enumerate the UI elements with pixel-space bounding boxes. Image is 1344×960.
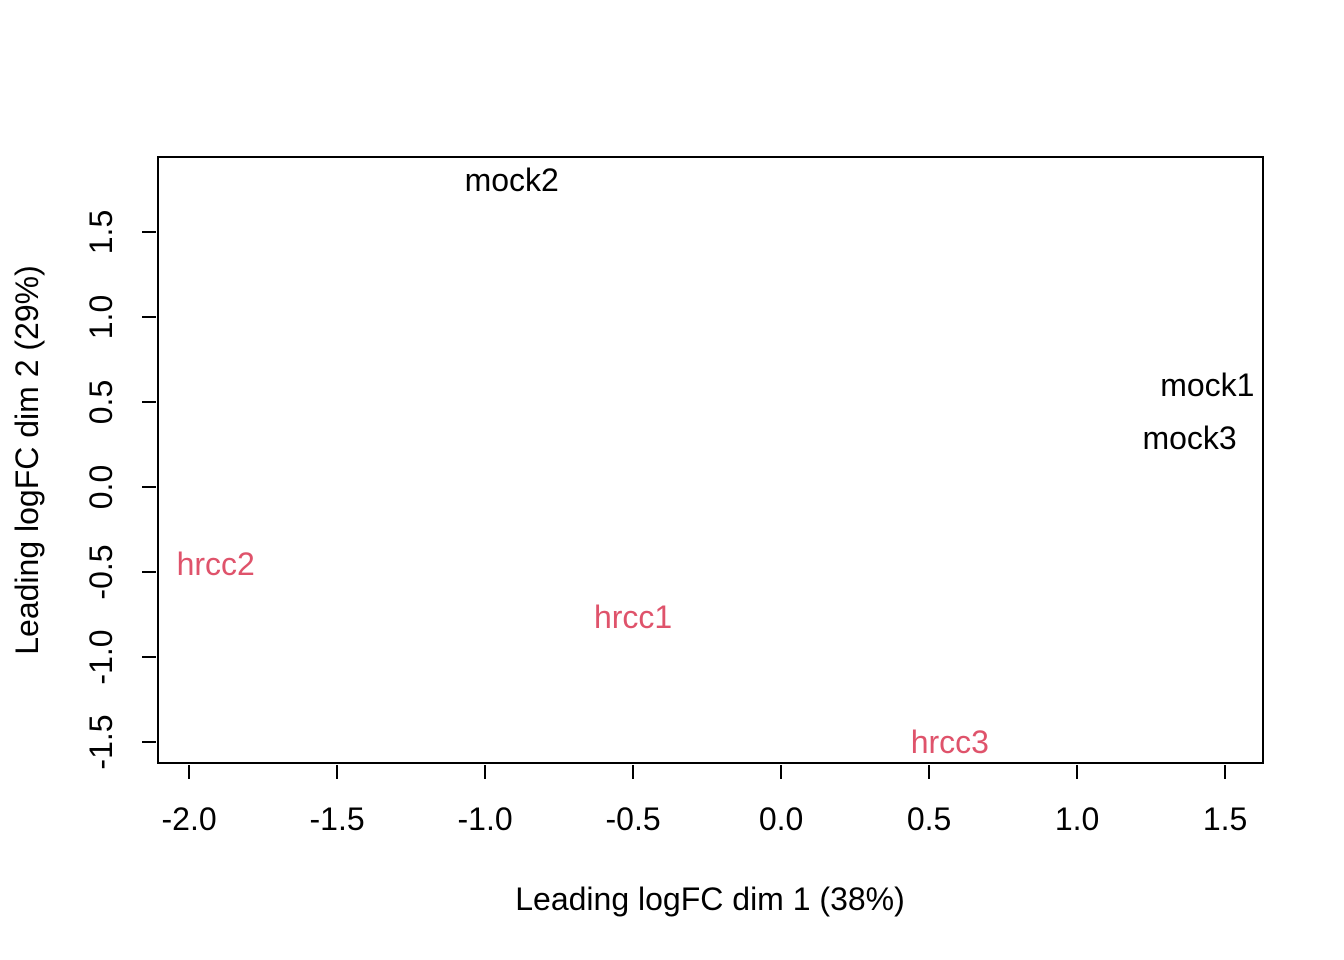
y-axis-tick-label: -1.0: [83, 629, 119, 685]
x-axis-tick-label: 0.0: [758, 801, 804, 837]
x-axis-tick-label: -2.0: [161, 801, 217, 837]
x-axis-tick: [780, 765, 783, 779]
sample-label-mock1: mock1: [1160, 367, 1255, 404]
y-axis-title: Leading logFC dim 2 (29%): [9, 265, 45, 655]
x-axis-tick-label: 0.5: [906, 801, 952, 837]
y-axis-tick: [142, 316, 156, 319]
plot-area-frame: [157, 156, 1264, 764]
sample-label-mock2: mock2: [464, 161, 559, 198]
sample-label-hrcc3: hrcc3: [910, 724, 989, 761]
y-axis-tick: [142, 401, 156, 404]
x-axis-tick-label: 1.0: [1054, 801, 1100, 837]
x-axis-tick-label: 1.5: [1202, 801, 1248, 837]
y-axis-tick: [142, 571, 156, 574]
x-axis-title: Leading logFC dim 1 (38%): [515, 881, 905, 917]
y-axis-tick: [142, 231, 156, 234]
y-axis-tick: [142, 741, 156, 744]
y-axis-tick-label: 0.0: [83, 465, 119, 510]
y-axis-tick: [142, 656, 156, 659]
x-axis-tick: [1224, 765, 1227, 779]
y-axis-tick-label: -0.5: [83, 544, 119, 600]
sample-label-mock3: mock3: [1142, 420, 1237, 457]
x-axis-tick-label: -1.5: [309, 801, 365, 837]
y-axis-tick-label: 0.5: [83, 380, 119, 425]
x-axis-tick: [1076, 765, 1079, 779]
sample-label-hrcc2: hrcc2: [176, 545, 255, 582]
y-axis-tick-label: 1.0: [83, 295, 119, 340]
x-axis-tick: [336, 765, 339, 779]
x-axis-tick: [188, 765, 191, 779]
x-axis-tick: [484, 765, 487, 779]
y-axis-tick: [142, 486, 156, 489]
x-axis-tick: [632, 765, 635, 779]
y-axis-tick-label: -1.5: [83, 714, 119, 770]
x-axis-tick-label: -0.5: [605, 801, 661, 837]
sample-label-hrcc1: hrcc1: [593, 598, 673, 635]
y-axis-tick-label: 1.5: [83, 210, 119, 255]
x-axis-tick: [928, 765, 931, 779]
x-axis-tick-label: -1.0: [457, 801, 513, 837]
